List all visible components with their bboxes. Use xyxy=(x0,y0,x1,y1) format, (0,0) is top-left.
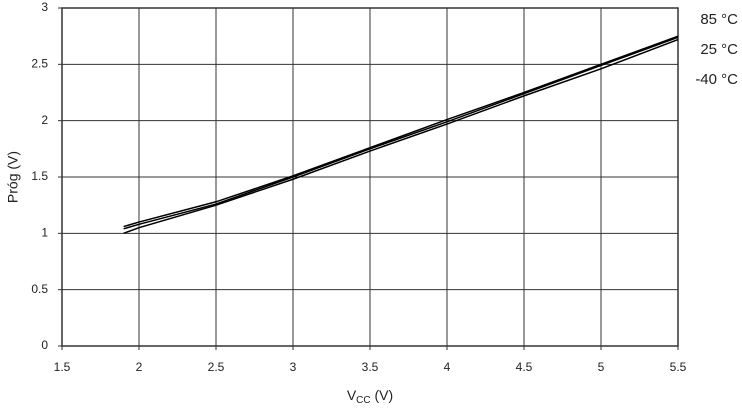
series-line xyxy=(123,35,679,228)
x-tick-label: 2.5 xyxy=(208,360,225,374)
x-tick-label: 3.5 xyxy=(362,360,379,374)
series-line xyxy=(123,36,679,230)
x-label-main: V xyxy=(347,387,357,403)
y-tick-label: 1 xyxy=(41,226,48,240)
plot-frame xyxy=(61,7,679,347)
x-tick-label: 5.5 xyxy=(670,360,687,374)
y-tick-label: 1.5 xyxy=(31,169,48,183)
legend-label: 25 °C xyxy=(700,41,738,58)
x-label-unit: (V) xyxy=(371,387,394,403)
y-tick-label: 0.5 xyxy=(31,282,48,296)
y-tick-label: 0 xyxy=(41,338,48,352)
x-label-sub: CC xyxy=(356,395,370,406)
x-axis-label: VCC (V) xyxy=(347,387,393,406)
x-tick-label: 2 xyxy=(136,360,143,374)
legend-label: -40 °C xyxy=(695,71,738,88)
x-tick-label: 4 xyxy=(444,360,451,374)
y-tick-label: 2.5 xyxy=(31,57,48,71)
legend-label: 85 °C xyxy=(700,11,738,28)
x-tick-label: 3 xyxy=(290,360,297,374)
y-tick-label: 3 xyxy=(41,0,48,14)
y-tick-label: 2 xyxy=(41,113,48,127)
x-tick-label: 1.5 xyxy=(54,360,71,374)
x-tick-label: 5 xyxy=(598,360,605,374)
y-axis-label: Próg (V) xyxy=(5,151,21,203)
series-line xyxy=(123,38,679,235)
x-tick-label: 4.5 xyxy=(516,360,533,374)
